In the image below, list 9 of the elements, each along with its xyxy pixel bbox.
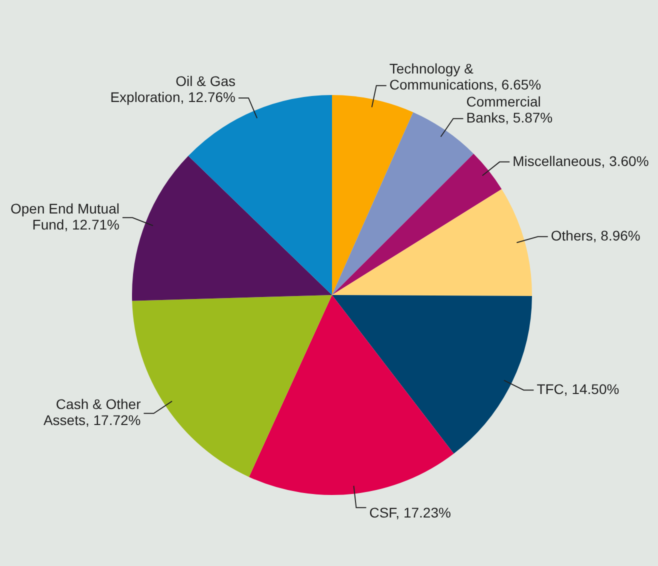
slice-label: Oil & Gas Exploration, 12.76% bbox=[110, 72, 236, 105]
slice-label: Others, 8.96% bbox=[550, 227, 640, 244]
slice-label: Cash & Other Assets, 17.72% bbox=[43, 396, 142, 428]
slice-label: Technology & Communications, 6.65% bbox=[389, 60, 542, 93]
slice-label: Miscellaneous, 3.60% bbox=[512, 152, 649, 169]
slice-label: Open End Mutual Fund, 12.71% bbox=[10, 200, 120, 233]
slice-label: TFC, 14.50% bbox=[536, 380, 620, 397]
slice-label: CSF, 17.23% bbox=[369, 504, 451, 520]
slice-label: Commercial Banks, 5.87% bbox=[466, 94, 553, 126]
